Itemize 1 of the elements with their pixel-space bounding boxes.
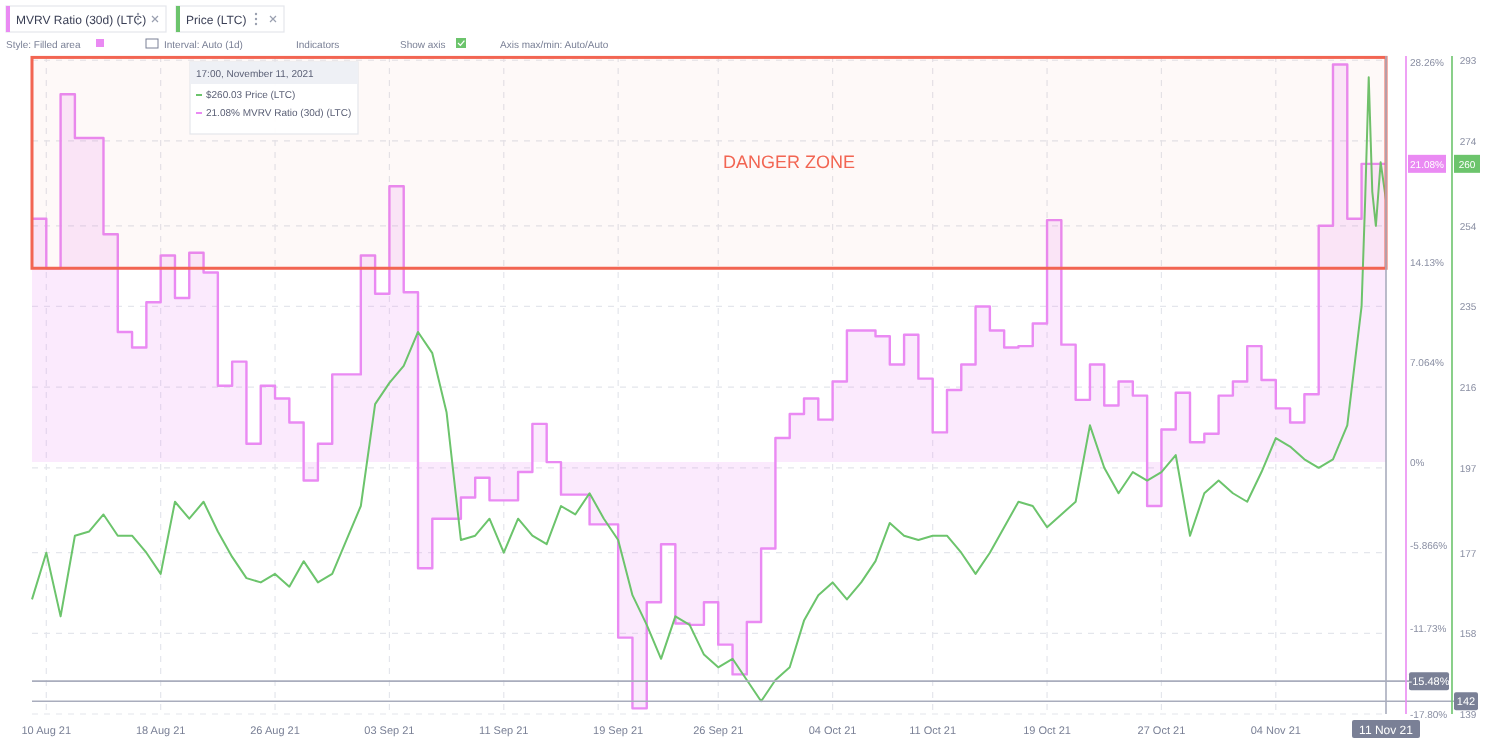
band-label: DANGER ZONE [722,151,856,172]
